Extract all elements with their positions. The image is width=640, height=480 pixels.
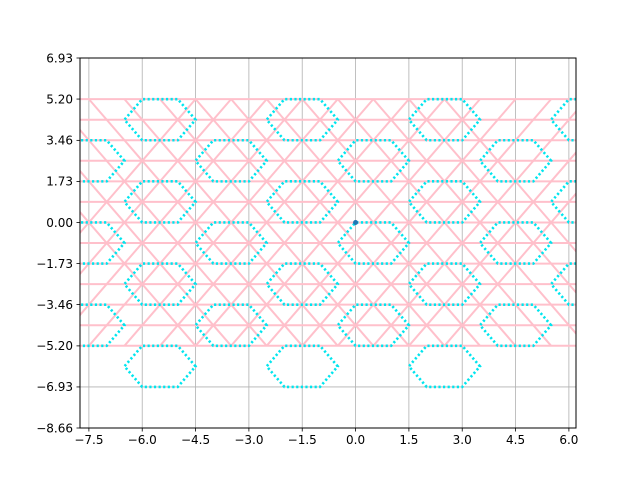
x-tick-label: −7.5 [74,433,103,447]
plot-data [80,97,576,389]
hexagon-outline [80,303,127,348]
hexagon-outline [122,344,198,389]
lattice-line-diagonal-down [443,98,576,253]
hexagon-outline [264,344,340,389]
hexagon-outline [336,303,411,348]
hexagon-outline [478,303,553,348]
hexagon-outline [478,138,553,183]
hexagon-outline [407,262,482,306]
hexagon-outline [407,180,482,224]
x-tick-label: 1.5 [399,433,418,447]
x-tick-label: 6.0 [559,433,578,447]
y-tick-label: −1.73 [36,257,73,271]
hexagon-outline [264,97,340,142]
y-tick-label: −8.66 [36,421,73,435]
hexagon-outline [336,221,411,265]
y-tick-label: 1.73 [46,175,73,189]
y-tick-label: 5.20 [46,92,73,106]
lattice-line-diagonal-down [372,98,576,335]
hexagon-outline [122,97,198,142]
y-tick-label: −5.20 [36,339,73,353]
x-tick-label: 0.0 [346,433,365,447]
y-tick-label: −3.46 [36,298,73,312]
y-axis-ticks: −8.66 −6.93 −5.20 −3.46 −1.73 0.00 1.73 3.46 5.2… [36,51,80,435]
hexagon-outline [264,262,340,306]
hexagon-outline [336,138,411,183]
x-tick-label: −3.0 [234,433,263,447]
x-axis-ticks: −7.5 −6.0 −4.5 −3.0 −1.5 0.0 1.5 3.0 4.5 6.0 [74,428,578,447]
y-tick-label: −6.93 [36,380,73,394]
hexagon-outline [80,221,127,265]
y-tick-label: 3.46 [46,134,73,148]
hexagon-outline [193,221,269,265]
x-tick-label: −1.5 [288,433,317,447]
x-tick-label: 3.0 [453,433,472,447]
hexagon-outline [478,221,553,265]
y-tick-label: 0.00 [46,216,73,230]
hexagon-outline [122,180,198,224]
hexagon-outline [193,303,269,348]
x-tick-label: 4.5 [506,433,525,447]
hexagon-outline [122,262,198,306]
y-tick-label: 6.93 [46,51,73,65]
hexagon-outline [407,97,482,142]
origin-marker [353,219,359,225]
x-tick-label: −4.5 [181,433,210,447]
hexagon-outline [193,138,269,183]
hexagon-outline [264,180,340,224]
plot-frame [79,57,577,429]
x-tick-label: −6.0 [128,433,157,447]
hexagon-outline [407,344,482,389]
hexagon-outline [80,138,127,183]
